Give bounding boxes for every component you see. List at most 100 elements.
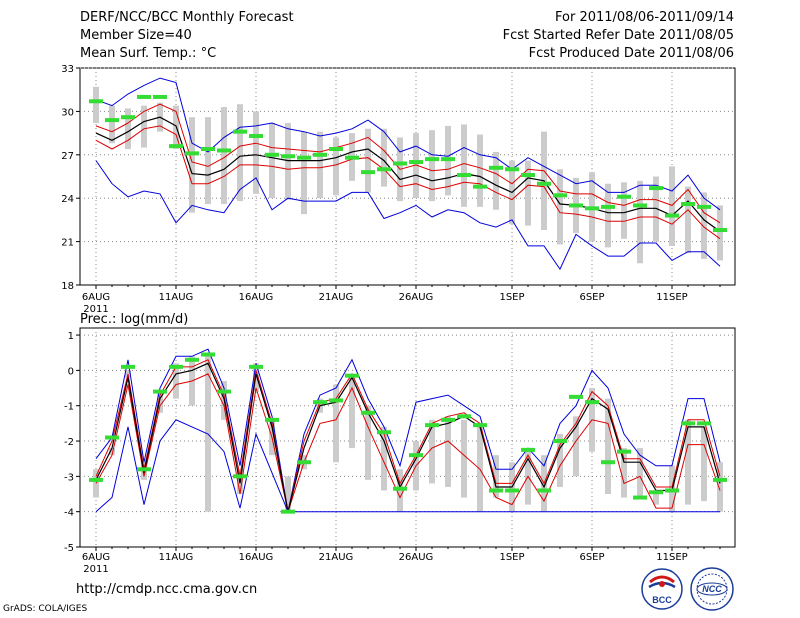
observed-marker bbox=[649, 186, 663, 191]
series-mean-line bbox=[95, 116, 721, 232]
series-upper-line bbox=[95, 103, 721, 224]
observed-marker bbox=[265, 152, 279, 157]
observed-marker bbox=[489, 488, 503, 493]
range-bar bbox=[525, 160, 531, 226]
range-bar bbox=[621, 448, 627, 498]
observed-marker bbox=[457, 414, 471, 419]
series-min-line bbox=[95, 419, 720, 513]
observed-marker bbox=[249, 364, 263, 369]
year-label: 2011 bbox=[83, 564, 108, 575]
observed-marker bbox=[521, 447, 535, 452]
observed-marker bbox=[185, 357, 199, 362]
forecast-start-date: Fcst Started Refer Date 2011/08/05 bbox=[502, 28, 734, 43]
footer-url[interactable]: http://cmdp.ncc.cma.gov.cn bbox=[76, 582, 258, 597]
range-bar bbox=[365, 405, 371, 480]
observed-marker bbox=[233, 129, 247, 134]
observed-marker bbox=[121, 364, 135, 369]
range-bar bbox=[253, 111, 259, 194]
range-bar bbox=[557, 433, 563, 487]
observed-marker bbox=[665, 488, 679, 493]
y-tick-label: 33 bbox=[61, 64, 74, 75]
observed-marker bbox=[681, 201, 695, 206]
range-bar bbox=[93, 86, 99, 123]
observed-marker bbox=[409, 453, 423, 458]
observed-marker bbox=[553, 193, 567, 198]
bcc-logo-text: BCC bbox=[652, 595, 672, 605]
y-tick-label: 21 bbox=[61, 238, 74, 249]
observed-marker bbox=[713, 477, 727, 482]
range-bar bbox=[125, 108, 131, 150]
observed-marker bbox=[585, 400, 599, 405]
x-tick-label: 6SEP bbox=[579, 552, 604, 563]
observed-marker bbox=[665, 213, 679, 218]
range-bar bbox=[205, 352, 211, 512]
y-tick-label: 0 bbox=[68, 366, 74, 377]
observed-marker bbox=[473, 423, 487, 428]
range-bar bbox=[269, 122, 275, 199]
range-bar bbox=[477, 423, 483, 512]
observed-marker bbox=[377, 430, 391, 435]
range-bar bbox=[365, 128, 371, 193]
observed-marker bbox=[441, 417, 455, 422]
observed-marker bbox=[217, 148, 231, 153]
variable-label: Mean Surf. Temp.: °C bbox=[80, 46, 217, 61]
ncc-logo-text: NCC bbox=[702, 584, 722, 594]
range-bar bbox=[637, 448, 643, 498]
y-tick-label: 1 bbox=[68, 331, 74, 342]
observed-marker bbox=[345, 155, 359, 160]
observed-marker bbox=[233, 474, 247, 479]
observed-marker bbox=[633, 495, 647, 500]
range-bar bbox=[653, 490, 659, 505]
y-tick-label: -5 bbox=[64, 543, 74, 554]
x-tick-label: 6AUG bbox=[82, 552, 110, 563]
observed-marker bbox=[137, 467, 151, 472]
observed-marker bbox=[521, 173, 535, 178]
observed-marker bbox=[105, 118, 119, 123]
observed-marker bbox=[201, 352, 215, 357]
chart-panel-1: 18 21 24 27 30 33 6AUG 11AUG 16AUG 21AUG 26AUG 1SEP… bbox=[61, 64, 736, 327]
series-upper-line bbox=[95, 359, 721, 512]
x-tick-label: 6AUG bbox=[82, 292, 110, 303]
observed-marker bbox=[361, 170, 375, 175]
y-tick-label: 18 bbox=[61, 281, 74, 292]
y-tick-label: 27 bbox=[61, 151, 74, 162]
range-bar bbox=[413, 133, 419, 199]
observed-marker bbox=[121, 115, 135, 120]
y-tick-label: -2 bbox=[64, 437, 74, 448]
observed-marker bbox=[217, 389, 231, 394]
range-bar bbox=[237, 104, 243, 202]
observed-marker bbox=[297, 460, 311, 465]
observed-marker bbox=[201, 147, 215, 152]
range-bar bbox=[653, 176, 659, 242]
range-bar bbox=[701, 192, 707, 259]
range-bar bbox=[333, 137, 339, 196]
observed-marker bbox=[89, 99, 103, 104]
range-bar bbox=[477, 134, 483, 207]
observed-marker bbox=[713, 228, 727, 233]
range-bar bbox=[141, 105, 147, 148]
series-min-line bbox=[95, 160, 721, 271]
series-max-line bbox=[95, 77, 721, 211]
y-tick-label: -1 bbox=[64, 402, 74, 413]
range-bar bbox=[109, 105, 115, 144]
observed-marker bbox=[473, 184, 487, 189]
observed-marker bbox=[585, 206, 599, 211]
x-tick-label: 1SEP bbox=[499, 292, 524, 303]
bcc-logo: BCC bbox=[641, 568, 683, 610]
y-tick-label: -3 bbox=[64, 472, 74, 483]
range-bar bbox=[381, 128, 387, 187]
range-bar bbox=[685, 419, 691, 505]
range-bar bbox=[717, 205, 723, 261]
range-bar bbox=[429, 130, 435, 202]
observed-marker bbox=[569, 394, 583, 399]
x-tick-label: 16AUG bbox=[239, 552, 274, 563]
observed-marker bbox=[345, 373, 359, 378]
observed-marker bbox=[553, 439, 567, 444]
range-bar bbox=[493, 151, 499, 210]
x-tick-label: 11SEP bbox=[656, 552, 687, 563]
x-tick-label: 11AUG bbox=[159, 292, 194, 303]
observed-marker bbox=[137, 94, 151, 99]
header-right: For 2011/08/06-2011/09/14 Fcst Started R… bbox=[503, 9, 734, 63]
x-tick-label: 6SEP bbox=[579, 292, 604, 303]
